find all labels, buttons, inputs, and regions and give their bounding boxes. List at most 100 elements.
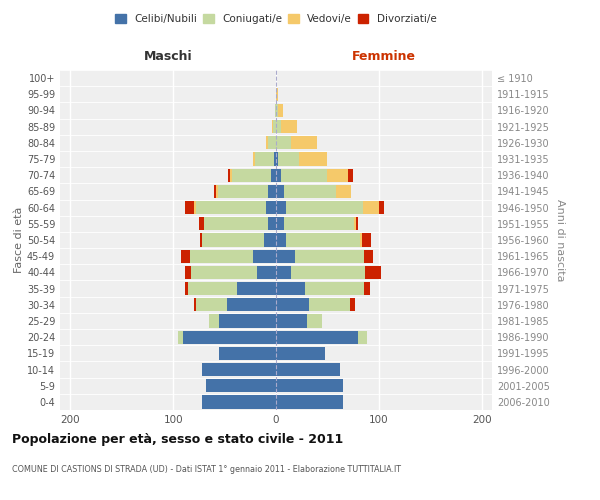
Bar <box>276 282 305 295</box>
Bar <box>276 346 325 360</box>
Bar <box>276 298 309 312</box>
Bar <box>276 250 295 263</box>
Bar <box>257 266 276 279</box>
Bar <box>196 298 227 312</box>
Bar <box>184 330 276 344</box>
Bar <box>364 250 373 263</box>
Y-axis label: Anni di nascita: Anni di nascita <box>555 198 565 281</box>
Bar <box>276 152 278 166</box>
Bar <box>354 217 356 230</box>
Bar <box>178 330 184 344</box>
Bar <box>276 120 281 134</box>
Bar <box>268 136 276 149</box>
Text: COMUNE DI CASTIONS DI STRADA (UD) - Dati ISTAT 1° gennaio 2011 - Elaborazione TU: COMUNE DI CASTIONS DI STRADA (UD) - Dati… <box>12 465 401 474</box>
Bar <box>202 363 276 376</box>
Bar <box>276 201 286 214</box>
Bar <box>274 152 276 166</box>
Bar <box>188 282 237 295</box>
Bar <box>361 234 362 246</box>
Bar <box>206 379 276 392</box>
Bar <box>227 168 230 182</box>
Text: Popolazione per età, sesso e stato civile - 2011: Popolazione per età, sesso e stato civil… <box>12 432 343 446</box>
Bar <box>276 234 286 246</box>
Bar <box>185 266 191 279</box>
Bar <box>253 250 276 263</box>
Bar <box>276 168 281 182</box>
Bar <box>278 104 283 117</box>
Bar <box>305 282 364 295</box>
Bar <box>263 234 276 246</box>
Bar <box>276 330 358 344</box>
Bar <box>276 88 278 101</box>
Bar <box>199 217 204 230</box>
Bar <box>217 185 218 198</box>
Bar <box>328 168 348 182</box>
Text: Femmine: Femmine <box>352 50 416 63</box>
Bar <box>232 168 271 182</box>
Bar <box>194 201 196 214</box>
Bar <box>276 136 292 149</box>
Bar <box>253 152 256 166</box>
Bar <box>276 266 292 279</box>
Bar <box>204 217 268 230</box>
Bar <box>209 314 220 328</box>
Bar <box>286 201 364 214</box>
Bar <box>276 185 284 198</box>
Bar <box>286 234 361 246</box>
Bar <box>348 168 353 182</box>
Bar <box>379 201 384 214</box>
Bar <box>266 201 276 214</box>
Bar <box>292 136 317 149</box>
Bar <box>362 234 371 246</box>
Bar <box>276 314 307 328</box>
Bar <box>273 120 276 134</box>
Bar <box>281 120 296 134</box>
Bar <box>309 298 350 312</box>
Bar <box>358 330 367 344</box>
Bar <box>350 298 355 312</box>
Legend: Celibi/Nubili, Coniugati/e, Vedovi/e, Divorziati/e: Celibi/Nubili, Coniugati/e, Vedovi/e, Di… <box>111 10 441 29</box>
Text: Maschi: Maschi <box>143 50 193 63</box>
Bar <box>200 234 202 246</box>
Bar <box>237 282 276 295</box>
Bar <box>196 201 266 214</box>
Bar <box>268 185 276 198</box>
Bar <box>276 363 340 376</box>
Bar <box>181 250 190 263</box>
Bar <box>307 314 322 328</box>
Bar <box>335 185 351 198</box>
Y-axis label: Fasce di età: Fasce di età <box>14 207 24 273</box>
Bar <box>227 298 276 312</box>
Bar <box>364 282 370 295</box>
Bar <box>276 104 278 117</box>
Bar <box>230 168 232 182</box>
Bar <box>191 266 257 279</box>
Bar <box>202 234 263 246</box>
Bar <box>185 282 188 295</box>
Bar <box>218 185 268 198</box>
Bar <box>256 152 274 166</box>
Bar <box>284 217 354 230</box>
Bar <box>365 266 381 279</box>
Bar <box>194 298 196 312</box>
Bar <box>185 201 194 214</box>
Bar <box>268 217 276 230</box>
Bar <box>356 217 358 230</box>
Bar <box>275 104 276 117</box>
Bar <box>220 346 276 360</box>
Bar <box>364 201 379 214</box>
Bar <box>220 314 276 328</box>
Bar <box>190 250 253 263</box>
Bar <box>276 217 284 230</box>
Bar <box>292 266 365 279</box>
Bar <box>214 185 217 198</box>
Bar <box>276 379 343 392</box>
Bar <box>278 152 299 166</box>
Bar <box>276 396 343 408</box>
Bar <box>272 120 273 134</box>
Bar <box>295 250 364 263</box>
Bar <box>202 396 276 408</box>
Bar <box>266 136 268 149</box>
Bar <box>284 185 335 198</box>
Bar <box>299 152 328 166</box>
